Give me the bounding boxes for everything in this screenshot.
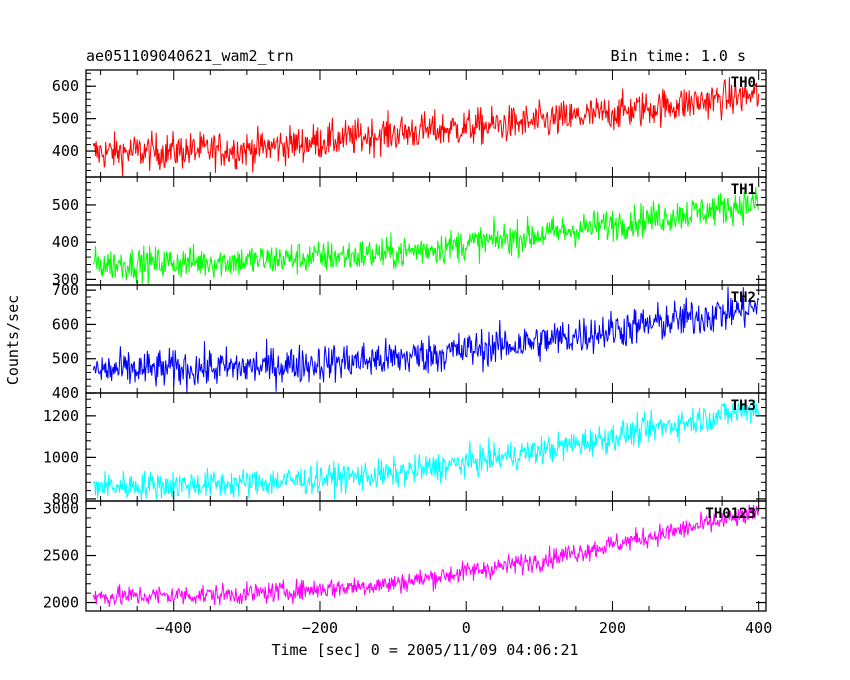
panel-th0: 400 500 600 TH0 xyxy=(52,69,767,178)
panel-th0123: 2000 2500 3000 TH0123 xyxy=(43,500,767,612)
y-tick-label: 2000 xyxy=(43,594,79,612)
x-tick-label: 200 xyxy=(599,619,626,637)
x-tick-label: 400 xyxy=(745,619,772,637)
panel-th1: 300 400 500 TH1 xyxy=(52,176,767,288)
panel-th3: 800 1000 1200 TH3 xyxy=(43,392,767,508)
series-line-th1 xyxy=(92,186,760,284)
series-line-th2 xyxy=(92,286,760,393)
y-tick-label: 500 xyxy=(52,110,79,128)
panel-frame xyxy=(85,500,767,612)
panel-label-th1: TH1 xyxy=(731,182,756,198)
y-tick-label: 300 xyxy=(52,270,79,288)
bin-time-label: Bin time: 1.0 s xyxy=(611,47,746,65)
y-tick-label: 500 xyxy=(52,196,79,214)
y-tick-label: 3000 xyxy=(43,500,79,518)
x-axis-label: Time [sec] 0 = 2005/11/09 04:06:21 xyxy=(271,641,578,659)
y-tick-label: 1200 xyxy=(43,407,79,425)
x-tick-labels: −400 −200 0 200 400 xyxy=(156,619,773,637)
chart-title: ae051109040621_wam2_trn xyxy=(86,47,294,65)
panels-group: 400 500 600 TH0 300 400 500 TH1 400 500 600 700 TH2 8… xyxy=(43,69,767,612)
x-tick-label: −400 xyxy=(156,619,192,637)
x-tick-label: −200 xyxy=(302,619,338,637)
panel-label-th0: TH0 xyxy=(731,75,756,91)
y-tick-label: 400 xyxy=(52,233,79,251)
y-tick-label: 700 xyxy=(52,281,79,299)
y-tick-label: 800 xyxy=(52,490,79,508)
x-tick-label: 0 xyxy=(462,619,471,637)
panel-frame xyxy=(85,69,767,178)
panel-label-th0123: TH0123 xyxy=(705,506,756,522)
y-tick-label: 400 xyxy=(52,384,79,402)
y-tick-label: 500 xyxy=(52,350,79,368)
panel-label-th3: TH3 xyxy=(731,398,756,414)
panel-th2: 400 500 600 700 TH2 xyxy=(52,281,767,402)
panel-label-th2: TH2 xyxy=(731,290,756,306)
y-tick-label: 600 xyxy=(52,315,79,333)
panel-frame xyxy=(85,284,767,394)
series-line-th3 xyxy=(92,399,760,501)
y-tick-label: 400 xyxy=(52,142,79,160)
y-tick-label: 600 xyxy=(52,77,79,95)
series-line-th0 xyxy=(92,77,760,177)
y-axis-label: Counts/sec xyxy=(4,295,22,385)
y-tick-label: 1000 xyxy=(43,448,79,466)
y-tick-label: 2500 xyxy=(43,547,79,565)
series-line-th0123 xyxy=(92,504,760,607)
